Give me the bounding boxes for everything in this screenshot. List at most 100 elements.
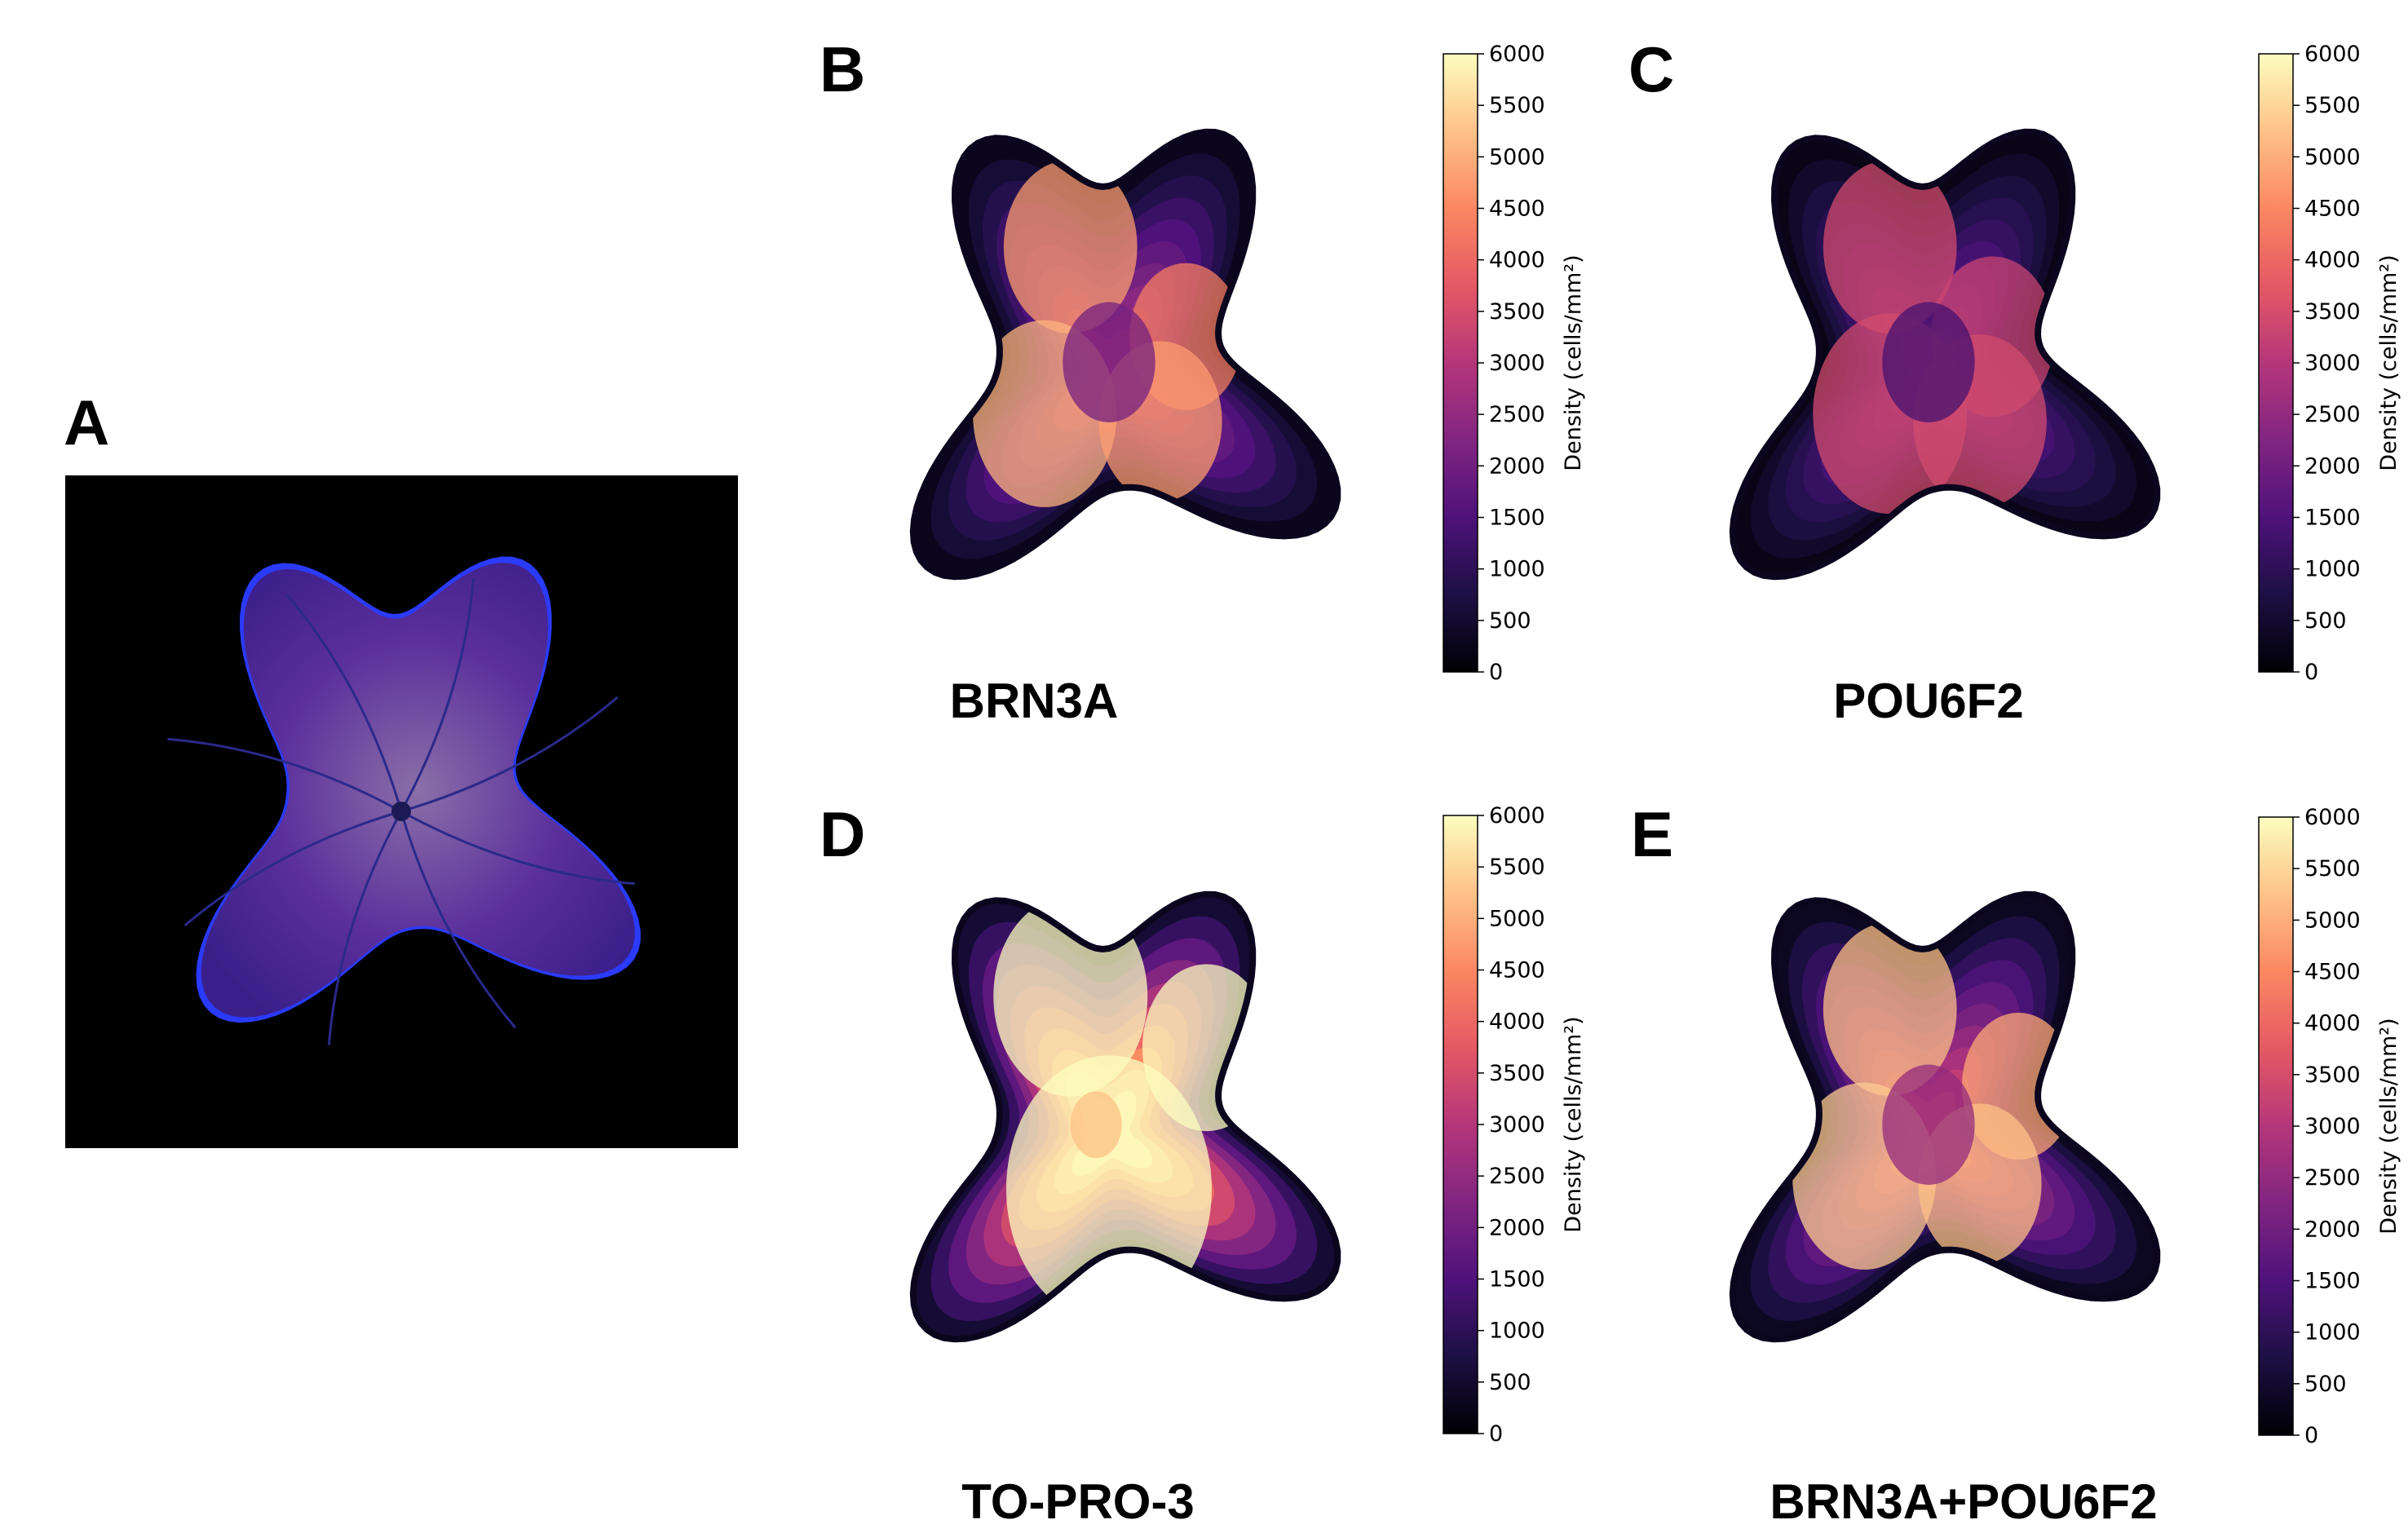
colorbar-tick-label: 1000 [2304, 557, 2361, 582]
panel-e: E BRN3A+POU6F2 0 500 1000 1500 2000 2500 3000 350… [1631, 798, 2401, 1520]
colorbar-tick-label: 1500 [1489, 506, 1545, 531]
colorbar-tick-label: 5000 [2304, 908, 2361, 933]
density-hotspot [1823, 160, 1957, 334]
colorbar-gradient [1443, 53, 1478, 673]
colorbar-tick-label: 1000 [2304, 1320, 2361, 1345]
panel-d: D TO-PRO-3 0 500 1000 1500 2000 2500 3000 3500 400… [820, 798, 1586, 1520]
colorbar-gradient [1443, 815, 1478, 1434]
colorbar-tick-label: 4000 [2304, 248, 2361, 273]
colorbar-tick-label: 1000 [1489, 1319, 1545, 1344]
colorbar-tick-label: 3500 [2304, 1063, 2361, 1088]
colorbar-tick-label: 1000 [1489, 557, 1545, 582]
colorbar-tick-label: 3000 [2304, 1114, 2361, 1139]
flatmount-micrograph [167, 556, 641, 1045]
colorbar-tick-label: 500 [2304, 608, 2347, 634]
colorbar-tick-label: 4000 [1489, 1010, 1545, 1035]
colorbar-tick-label: 0 [2304, 660, 2318, 685]
panel-caption: POU6F2 [1833, 674, 2023, 728]
optic-disc [391, 802, 411, 821]
colorbar-tick-label: 5500 [2304, 856, 2361, 882]
retina-outline [909, 890, 1341, 1343]
flatmount-tissue [201, 563, 635, 1018]
colorbar-gradient [2258, 816, 2294, 1436]
colorbar-tick-label: 4500 [2304, 960, 2361, 985]
panel-letter: D [820, 798, 865, 870]
colorbar-tick-label: 0 [1489, 1421, 1503, 1447]
colorbar-tick-label: 3500 [1489, 299, 1545, 325]
density-hotspot [1003, 160, 1138, 334]
colorbar-tick-label: 0 [1489, 660, 1503, 685]
panel-b: B BRN3A 0 500 1000 1500 2000 2500 3000 3500 4000 45… [820, 33, 1586, 728]
panel-caption: TO-PRO-3 [961, 1474, 1195, 1520]
colorbar-tick-label: 6000 [2304, 805, 2361, 830]
colorbar-gradient [2258, 53, 2294, 673]
colorbar-tick-label: 4000 [1489, 248, 1545, 273]
density-hotspot [1006, 1055, 1212, 1323]
colorbar-tick-label: 500 [1489, 1370, 1531, 1395]
panel-a-letter: A [64, 387, 109, 458]
colorbar-tick-label: 0 [2304, 1423, 2318, 1448]
colorbar-label: Density (cells/mm²) [2376, 1018, 2401, 1234]
colorbar-tick-label: 3000 [2304, 351, 2361, 376]
colorbar: 0 500 1000 1500 2000 2500 3000 3500 4000 4500 5000… [2258, 42, 2401, 685]
retina-outline [909, 128, 1341, 581]
colorbar-tick-label: 3500 [1489, 1061, 1545, 1086]
retina-outline [1729, 890, 2161, 1343]
colorbar: 0 500 1000 1500 2000 2500 3000 3500 4000 4500 5000… [1443, 803, 1586, 1447]
colorbar-tick-label: 5500 [2304, 93, 2361, 118]
density-coldspot [1070, 1091, 1122, 1159]
density-coldspot [1063, 302, 1155, 422]
colorbar-tick-label: 2500 [1489, 1164, 1545, 1189]
colorbar-tick-label: 500 [2304, 1372, 2347, 1397]
blood-vessel [400, 811, 517, 1029]
colorbar-tick-label: 1500 [2304, 506, 2361, 531]
colorbar-tick-label: 4500 [1489, 958, 1545, 983]
colorbar-tick-label: 1500 [1489, 1267, 1545, 1292]
colorbar-tick-label: 2500 [1489, 402, 1545, 427]
colorbar-tick-label: 5000 [2304, 144, 2361, 170]
blood-vessel [183, 810, 402, 927]
panel-letter: B [820, 33, 865, 105]
panel-a: A [64, 387, 738, 1148]
colorbar-label: Density (cells/mm²) [2376, 254, 2401, 471]
density-coldspot [1882, 302, 1975, 422]
panel-c: C POU6F2 0 500 1000 1500 2000 2500 3000 3500 4000 4… [1628, 33, 2401, 728]
colorbar: 0 500 1000 1500 2000 2500 3000 3500 4000 4500 5000… [1443, 42, 1586, 685]
blood-vessel [167, 737, 402, 813]
colorbar-tick-label: 2000 [2304, 1217, 2361, 1242]
blood-vessel [285, 594, 403, 812]
colorbar-tick-label: 6000 [2304, 42, 2361, 67]
colorbar-tick-label: 5000 [1489, 144, 1545, 170]
colorbar-tick-label: 2000 [1489, 1215, 1545, 1240]
panel-letter: C [1628, 33, 1674, 105]
colorbar-tick-label: 500 [1489, 608, 1531, 634]
density-coldspot [1882, 1064, 1975, 1185]
colorbar-tick-label: 1500 [2304, 1269, 2361, 1294]
colorbar-tick-label: 6000 [1489, 42, 1545, 67]
colorbar-tick-label: 2500 [2304, 1165, 2361, 1191]
blood-vessel [400, 696, 619, 813]
colorbar-tick-label: 4000 [2304, 1011, 2361, 1036]
colorbar-label: Density (cells/mm²) [1561, 1016, 1586, 1232]
colorbar-tick-label: 2000 [2304, 453, 2361, 479]
colorbar-tick-label: 3000 [1489, 1112, 1545, 1138]
colorbar-tick-label: 2500 [2304, 402, 2361, 427]
panel-letter: E [1631, 798, 1673, 870]
colorbar-tick-label: 4500 [1489, 197, 1545, 222]
retina-outline [1729, 128, 2161, 581]
panel-caption: BRN3A [950, 674, 1119, 728]
blood-vessel [400, 577, 475, 812]
density-panels: B BRN3A 0 500 1000 1500 2000 2500 3000 3500 4000 45… [820, 33, 2401, 1520]
blood-vessel [327, 811, 403, 1045]
colorbar-tick-label: 5000 [1489, 906, 1545, 931]
blood-vessel [400, 810, 635, 886]
colorbar-tick-label: 3500 [2304, 299, 2361, 325]
density-hotspot [1823, 922, 1957, 1096]
colorbar-tick-label: 3000 [1489, 351, 1545, 376]
colorbar-label: Density (cells/mm²) [1561, 254, 1586, 471]
panel-caption: BRN3A+POU6F2 [1770, 1474, 2157, 1520]
colorbar-tick-label: 5500 [1489, 855, 1545, 880]
colorbar: 0 500 1000 1500 2000 2500 3000 3500 4000 4500 5000… [2258, 805, 2401, 1448]
